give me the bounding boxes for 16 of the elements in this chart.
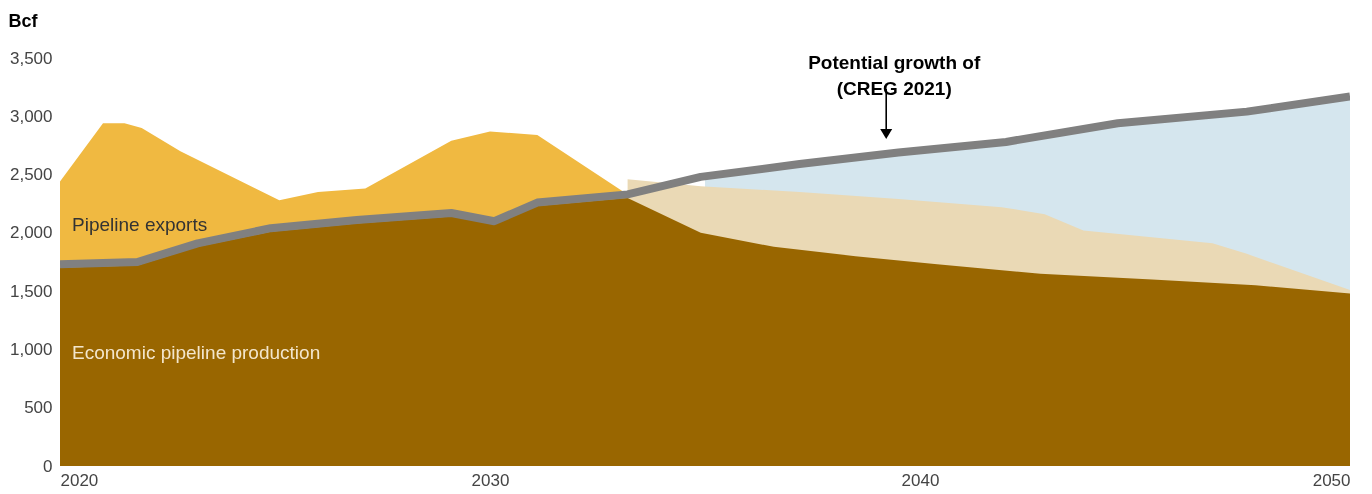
y-tick-label: 1,000 bbox=[9, 339, 53, 359]
y-tick-label: 3,500 bbox=[9, 48, 53, 68]
series-label: Economic pipeline production bbox=[72, 341, 321, 363]
y-tick-label: 3,000 bbox=[9, 106, 53, 126]
annotation: Potential growth of (CREG 2021) bbox=[808, 52, 981, 100]
y-tick-label: 0 bbox=[43, 456, 53, 476]
x-tick-label: 2040 bbox=[901, 470, 940, 490]
y-tick-label: 2,500 bbox=[9, 165, 53, 185]
x-tick-label: 2020 bbox=[60, 470, 99, 490]
y-tick-label: 1,500 bbox=[9, 281, 53, 301]
y-tick-label: 2,000 bbox=[9, 223, 53, 243]
x-tick-label: 2050 bbox=[1312, 470, 1351, 490]
y-axis-title: Bcf bbox=[8, 10, 39, 31]
series-label: Pipeline exports bbox=[72, 213, 208, 235]
y-tick-label: 500 bbox=[24, 398, 53, 418]
x-tick-label: 2030 bbox=[471, 470, 510, 490]
